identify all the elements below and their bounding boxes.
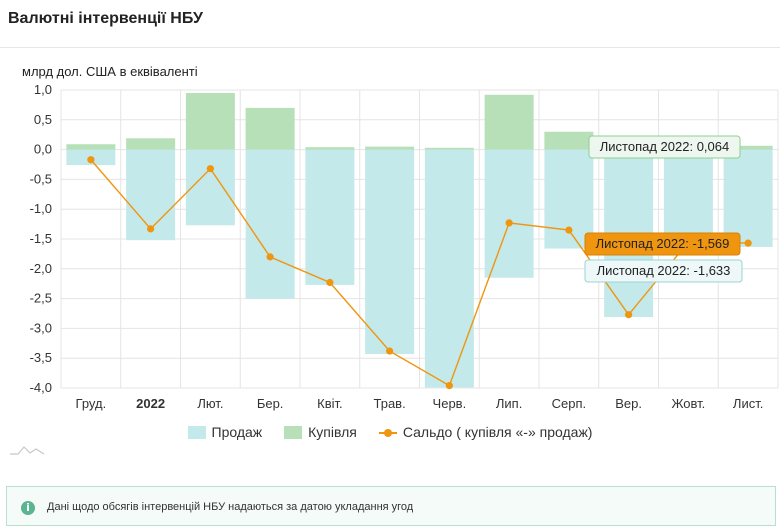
y-tick-label: -0,5 <box>30 171 52 186</box>
x-tick-label: Трав. <box>374 396 406 411</box>
x-tick-label: Жовт. <box>671 396 705 411</box>
balance-point <box>147 225 155 233</box>
y-tick-label: -3,0 <box>30 320 52 335</box>
x-tick-label: Серп. <box>552 396 587 411</box>
balance-point <box>87 156 95 164</box>
y-tick-label: 0,0 <box>34 142 52 157</box>
bar-sales <box>126 149 176 241</box>
bar-purchases <box>185 92 235 150</box>
bar-purchases <box>424 147 474 150</box>
balance-point <box>206 165 214 173</box>
x-tick-label: Бер. <box>257 396 284 411</box>
x-tick-label: Лют. <box>197 396 223 411</box>
y-tick-label: -2,0 <box>30 261 52 276</box>
balance-point <box>386 347 394 355</box>
tooltip-sales-box <box>584 259 743 283</box>
bar-purchases <box>305 147 355 150</box>
info-note: i Дані щодо обсягів інтервенцій НБУ нада… <box>6 486 776 526</box>
bar-sales <box>424 149 474 388</box>
tooltip-sales: Листопад 2022: -1,633 <box>584 259 743 283</box>
chart-logo-icon <box>10 446 45 455</box>
info-note-text: Дані щодо обсягів інтервенцій НБУ надают… <box>47 501 414 513</box>
x-tick-label: Груд. <box>76 396 107 411</box>
balance-point <box>326 278 334 287</box>
tooltip-balance-text: Листопад 2022: -1,569 <box>596 236 730 251</box>
balance-line <box>90 159 749 387</box>
bar-sales <box>185 149 235 226</box>
chart-legend: Продаж Купівля Сальдо ( купівля «-» прод… <box>0 424 780 440</box>
balance-point <box>744 239 752 247</box>
legend-label-sales: Продаж <box>211 424 263 440</box>
x-tick-label: Лист. <box>733 396 763 411</box>
bar-purchases <box>365 146 415 150</box>
legend-swatch-sales <box>187 425 206 439</box>
tooltip-balance: Листопад 2022: -1,569 <box>584 232 741 256</box>
bar-purchases <box>245 107 295 150</box>
y-axis-unit-label: млрд дол. США в еквіваленті <box>22 64 198 79</box>
bar-purchases <box>126 138 176 150</box>
legend-label-purchases: Купівля <box>308 424 357 440</box>
tooltip-purchases-text: Листопад 2022: 0,064 <box>600 139 729 154</box>
bar-sales <box>484 149 534 278</box>
bar-sales <box>305 149 355 285</box>
title-divider <box>0 47 780 48</box>
balance-point <box>266 253 274 261</box>
bar-purchases <box>66 144 116 150</box>
y-tick-label: -4,0 <box>30 380 52 395</box>
tooltip-sales-text: Листопад 2022: -1,633 <box>597 263 731 278</box>
balance-point <box>505 219 513 227</box>
y-tick-label: 1,0 <box>34 82 52 97</box>
tooltip-purchases-box <box>588 135 741 159</box>
y-tick-label: -2,5 <box>30 291 52 306</box>
bar-sales <box>245 149 295 299</box>
y-tick-label: -1,5 <box>30 231 52 246</box>
bar-sales <box>663 149 713 245</box>
y-tick-label: -1,0 <box>30 201 52 216</box>
legend-swatch-balance <box>378 426 397 439</box>
legend-swatch-purchases <box>284 425 303 439</box>
bar-sales <box>365 149 415 355</box>
tooltip-purchases: Листопад 2022: 0,064 <box>588 135 741 159</box>
x-tick-label: Вер. <box>615 396 642 411</box>
balance-point <box>445 382 453 390</box>
bar-purchases <box>723 145 773 150</box>
bar-purchases <box>544 131 594 150</box>
bar-purchases <box>484 94 534 150</box>
x-tick-label: Квіт. <box>317 396 343 411</box>
info-icon: i <box>21 501 35 515</box>
y-tick-label: -3,5 <box>30 350 52 365</box>
balance-point <box>625 311 633 319</box>
tooltip-balance-box <box>584 232 741 256</box>
x-tick-label: Лип. <box>496 396 522 411</box>
legend-item-purchases[interactable]: Купівля <box>284 424 357 440</box>
y-tick-label: 0,5 <box>34 112 52 127</box>
legend-item-balance[interactable]: Сальдо ( купівля «-» продаж) <box>378 424 593 440</box>
legend-item-sales[interactable]: Продаж <box>187 424 263 440</box>
balance-point <box>565 226 573 234</box>
page-title: Валютні інтервенції НБУ <box>8 10 203 27</box>
x-tick-label: Черв. <box>433 396 467 411</box>
legend-label-balance: Сальдо ( купівля «-» продаж) <box>402 424 593 440</box>
bar-sales <box>723 149 773 247</box>
x-tick-label: 2022 <box>136 396 165 411</box>
